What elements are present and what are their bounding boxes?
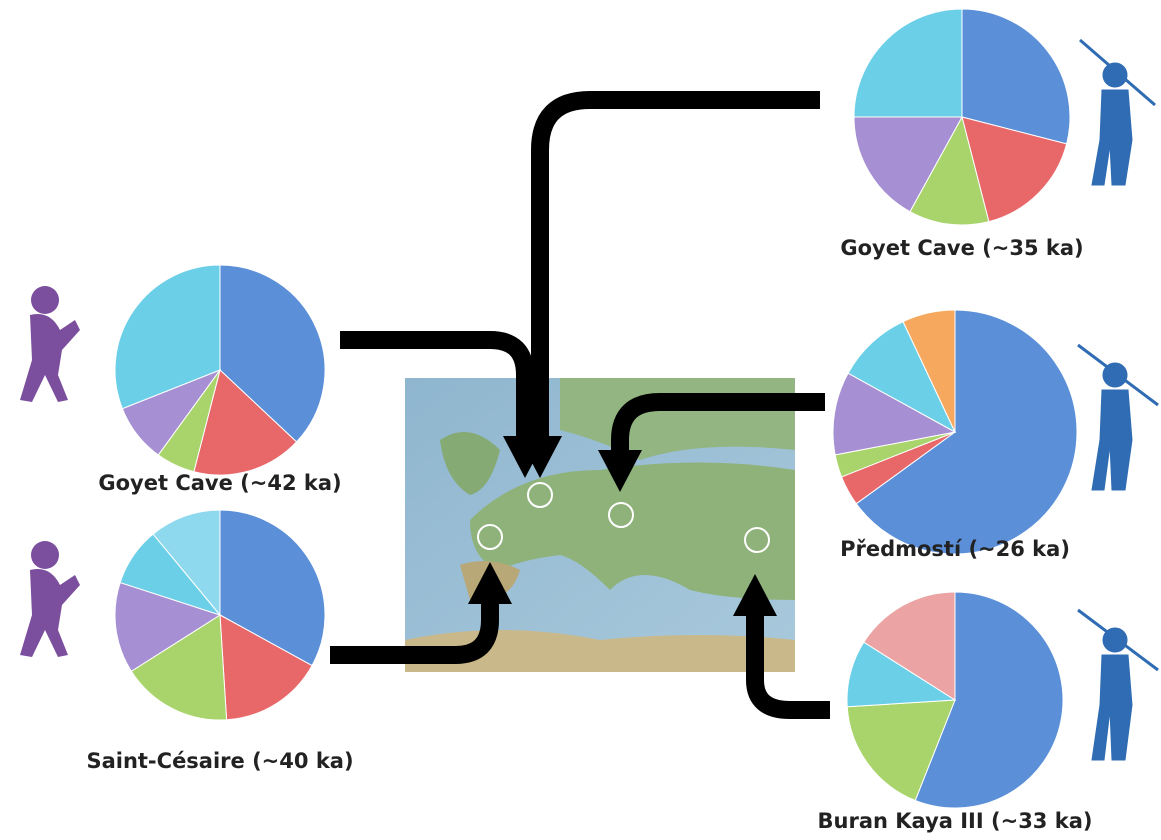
- pie-title: Goyet Cave (~35 ka): [840, 236, 1083, 260]
- pie-wedge: [863, 591, 956, 701]
- pie-wedge: [853, 116, 963, 213]
- pies: Goyet Cave (~42 ka) Saint-Césaire (~40 ka…: [86, 8, 1093, 833]
- pie-wedge: [847, 320, 957, 434]
- pie-wedge: [846, 699, 956, 802]
- pie-wedge: [114, 264, 221, 410]
- pie-wedge: [219, 264, 326, 443]
- arrows: [330, 91, 830, 719]
- pie-wedge: [114, 581, 222, 672]
- pie-title: Saint-Césaire (~40 ka): [86, 749, 353, 773]
- pie-wedge: [853, 8, 963, 118]
- pie-wedge: [193, 369, 298, 476]
- pie-title: Goyet Cave (~42 ka): [98, 471, 341, 495]
- pie-wedge: [909, 115, 990, 226]
- pie-wedge: [961, 116, 1068, 223]
- pie-title: Buran Kaya III (~33 ka): [818, 809, 1093, 833]
- pie-wedge: [961, 8, 1071, 145]
- arrowheads: [468, 436, 777, 616]
- pie-wedge: [152, 509, 221, 617]
- pie-wedge: [855, 309, 1078, 555]
- pie-wedge: [219, 614, 313, 721]
- pie-wedge: [832, 372, 957, 456]
- pie-wedge: [914, 591, 1064, 809]
- pie-title: Předmostí (~26 ka): [840, 537, 1070, 561]
- pie-wedge: [219, 509, 326, 667]
- map: [405, 378, 795, 672]
- pie-wedge: [130, 614, 228, 721]
- pie-wedge: [902, 309, 956, 433]
- humans: [20, 38, 1159, 761]
